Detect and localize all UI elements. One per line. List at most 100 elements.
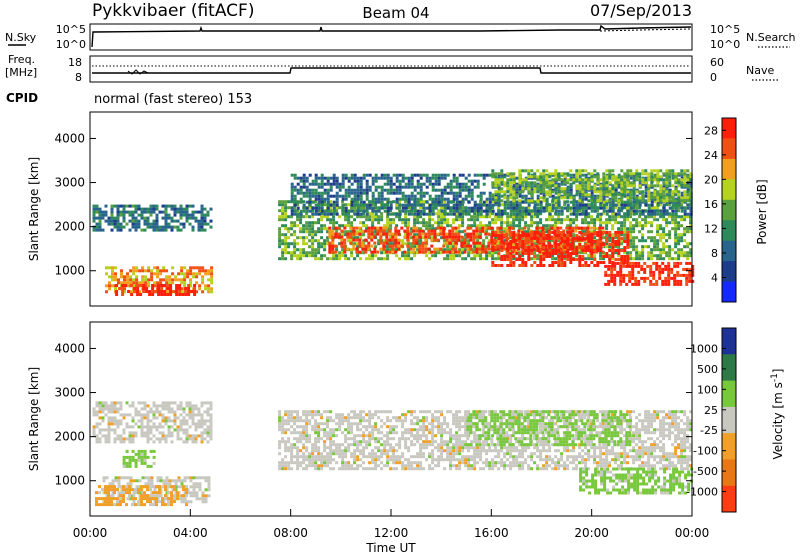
heatmap-cell xyxy=(419,200,423,204)
heatmap-cell xyxy=(129,290,133,294)
nsearch-trace xyxy=(599,28,692,32)
heatmap-cell xyxy=(116,210,120,214)
heatmap-cell xyxy=(392,191,396,195)
heatmap-cell xyxy=(197,222,201,226)
heatmap-cell xyxy=(314,239,318,243)
heatmap-cell xyxy=(415,226,419,230)
heatmap-cell xyxy=(620,227,624,231)
heatmap-cell xyxy=(668,257,672,261)
heatmap-cell xyxy=(404,176,408,180)
heatmap-cell xyxy=(566,234,570,237)
heatmap-cell xyxy=(590,221,594,225)
heatmap-cell xyxy=(566,258,570,261)
heatmap-cell xyxy=(382,241,386,245)
heatmap-cell xyxy=(455,254,459,258)
heatmap-cell xyxy=(341,251,345,255)
heatmap-cell xyxy=(391,247,395,251)
heatmap-cell xyxy=(656,218,660,222)
heatmap-cell xyxy=(671,212,675,216)
heatmap-cell xyxy=(509,255,513,258)
heatmap-cell xyxy=(326,197,330,201)
heatmap-cell xyxy=(183,278,187,282)
heatmap-cell xyxy=(554,172,558,176)
heatmap-cell xyxy=(461,185,465,189)
heatmap-cell xyxy=(602,221,606,225)
heatmap-cell xyxy=(158,210,162,214)
heatmap-cell xyxy=(122,204,126,208)
heatmap-cell xyxy=(165,281,169,285)
heatmap-cell xyxy=(320,218,324,222)
heatmap-cell xyxy=(673,273,677,277)
heatmap-cell xyxy=(455,182,459,186)
heatmap-cell xyxy=(406,229,410,233)
heatmap-cell xyxy=(359,200,363,204)
heatmap-cell xyxy=(386,188,390,192)
heatmap-cell xyxy=(625,264,629,268)
heatmap-cell xyxy=(635,200,639,204)
heatmap-cell xyxy=(359,221,363,225)
heatmap-cell xyxy=(533,215,537,219)
heatmap-cell xyxy=(659,236,663,240)
heatmap-cell xyxy=(455,176,459,180)
heatmap-cell xyxy=(659,209,663,213)
heatmap-cell xyxy=(413,218,417,222)
heatmap-cell xyxy=(485,200,489,204)
heatmap-cell xyxy=(566,246,570,249)
heatmap-cell xyxy=(668,199,672,203)
heatmap-cell xyxy=(617,240,621,243)
heatmap-cell xyxy=(362,212,366,216)
heatmap-cell xyxy=(117,281,120,285)
heatmap-cell xyxy=(578,209,582,213)
heatmap-cell xyxy=(533,221,537,225)
heatmap-cell xyxy=(629,224,633,228)
heatmap-cell xyxy=(644,215,648,219)
heatmap-cell xyxy=(338,215,342,219)
heatmap-cell xyxy=(164,210,168,214)
heatmap-cell xyxy=(434,188,438,192)
heatmap-cell xyxy=(503,181,507,185)
heatmap-cell xyxy=(646,276,650,280)
heatmap-cell xyxy=(126,278,129,282)
heatmap-cell xyxy=(482,191,486,195)
heatmap-cell xyxy=(386,248,390,252)
heatmap-cell xyxy=(415,229,419,233)
heatmap-cell xyxy=(326,179,330,183)
heatmap-cell xyxy=(194,210,198,214)
heatmap-cell xyxy=(278,203,282,207)
heatmap-cell xyxy=(356,209,360,213)
heatmap-cell xyxy=(517,247,521,251)
heatmap-cell xyxy=(157,284,161,287)
heatmap-cell xyxy=(470,224,474,228)
heatmap-cell xyxy=(562,247,566,251)
heatmap-cell xyxy=(596,243,600,246)
heatmap-cell xyxy=(168,278,172,282)
heatmap-cell xyxy=(542,234,546,237)
heatmap-cell xyxy=(479,206,483,210)
heatmap-cell xyxy=(626,209,630,213)
heatmap-cell xyxy=(542,209,546,213)
heatmap-cell xyxy=(428,215,432,219)
heatmap-cell xyxy=(661,282,665,286)
heatmap-cell xyxy=(473,224,477,228)
heatmap-cell xyxy=(629,242,633,246)
heatmap-cell xyxy=(149,213,153,217)
heatmap-cell xyxy=(638,257,642,261)
heatmap-cell xyxy=(509,234,513,237)
heatmap-cell xyxy=(380,257,384,261)
heatmap-cell xyxy=(359,203,363,207)
heatmap-cell xyxy=(311,236,315,240)
heatmap-cell xyxy=(305,185,309,189)
heatmap-cell xyxy=(575,237,579,240)
heatmap-cell xyxy=(332,212,336,216)
heatmap-cell xyxy=(682,273,686,277)
heatmap-cell xyxy=(457,238,461,242)
heatmap-cell xyxy=(629,169,633,173)
heatmap-cell xyxy=(665,190,669,194)
heatmap-cell xyxy=(572,218,576,222)
heatmap-cell xyxy=(647,209,651,213)
heatmap-cell xyxy=(596,218,600,222)
heatmap-cell xyxy=(407,212,411,216)
heatmap-cell xyxy=(308,215,312,219)
heatmap-cell xyxy=(487,241,491,245)
